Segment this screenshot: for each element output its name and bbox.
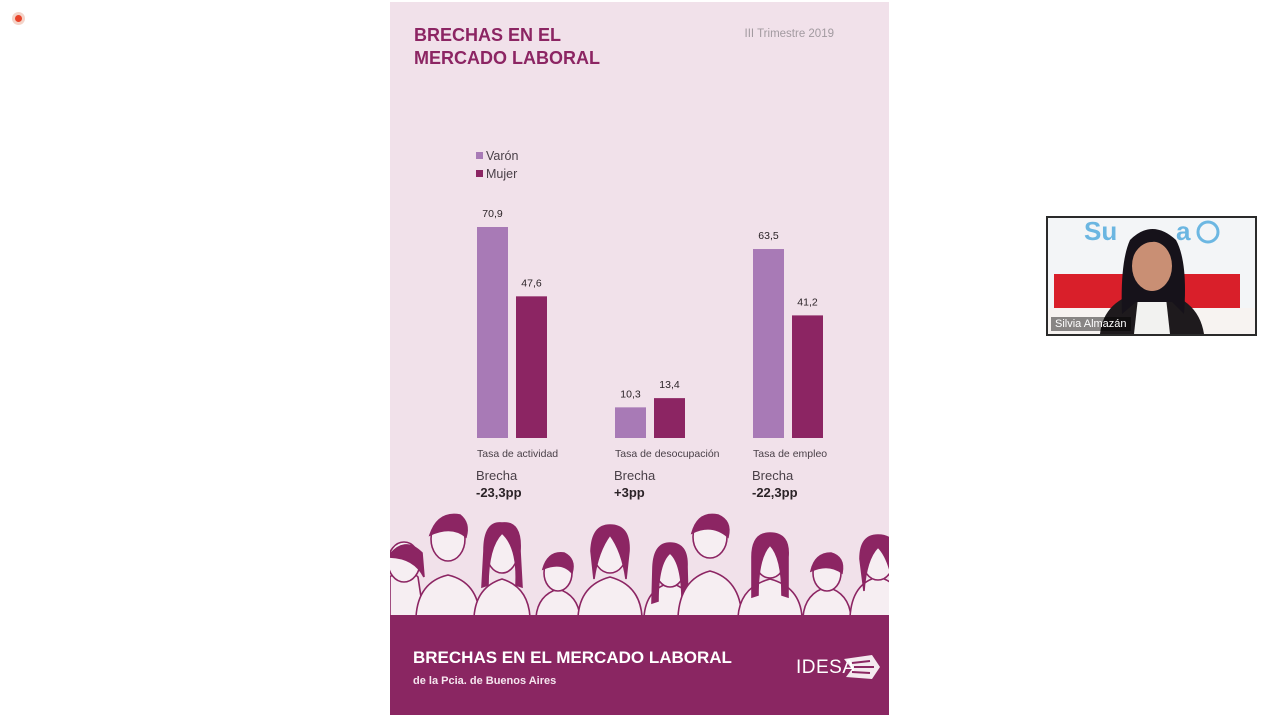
legend-label-2: Mujer [486,167,517,181]
legend-swatch-2 [476,170,483,177]
data-label-2-2: 13,4 [659,379,680,391]
brecha-label: Brecha [752,468,794,483]
participant-name: Silvia Almazán [1051,317,1131,331]
participant-video-tile[interactable]: Su a Silvia Almazán [1046,216,1257,336]
brecha-desocupacion: Brecha +3pp [614,468,734,502]
footer-subtitle: de la Pcia. de Buenos Aires [413,675,557,687]
data-label-1-1: 70,9 [482,208,503,220]
brecha-value-empleo: -22,3pp [752,485,798,500]
brecha-label: Brecha [614,468,656,483]
shared-slide: BRECHAS EN EL MERCADO LABORAL III Trimes… [390,2,889,715]
category-label-2: Tasa de desocupación [615,448,720,460]
brecha-actividad: Brecha -23,3pp [476,468,596,502]
brecha-value-desocupacion: +3pp [614,485,645,500]
bar-2-1 [615,407,646,438]
bar-2-2 [654,398,685,438]
legend-swatch-1 [476,152,483,159]
data-label-3-1: 63,5 [758,230,779,242]
bar-3-1 [753,249,784,438]
data-label-1-2: 47,6 [521,277,542,289]
data-label-3-2: 41,2 [797,296,818,308]
bar-1-1 [477,227,508,438]
recording-indicator-icon [12,12,25,25]
participant-video-feed: Su a [1048,218,1255,334]
brecha-value-actividad: -23,3pp [476,485,522,500]
bar-3-2 [792,315,823,438]
women-illustration [390,513,889,617]
svg-text:Su: Su [1084,218,1117,246]
idesa-logo-mark-icon [844,655,880,679]
bar-chart: Varón Mujer 70,9 47,6 Tasa de actividad 10,3 1… [476,149,827,460]
category-label-3: Tasa de empleo [753,448,827,460]
bar-1-2 [516,296,547,438]
idesa-logo: IDESA [796,657,856,678]
footer-title: BRECHAS EN EL MERCADO LABORAL [413,648,732,667]
svg-text:a: a [1176,218,1191,246]
legend-label-1: Varón [486,149,518,163]
brecha-label: Brecha [476,468,518,483]
slide-title: BRECHAS EN EL MERCADO LABORAL [414,25,600,68]
data-label-2-1: 10,3 [620,388,641,400]
brecha-empleo: Brecha -22,3pp [752,468,872,502]
slide-footer: BRECHAS EN EL MERCADO LABORAL de la Pcia… [390,615,889,715]
period-label: III Trimestre 2019 [744,28,834,40]
category-label-1: Tasa de actividad [477,448,558,460]
